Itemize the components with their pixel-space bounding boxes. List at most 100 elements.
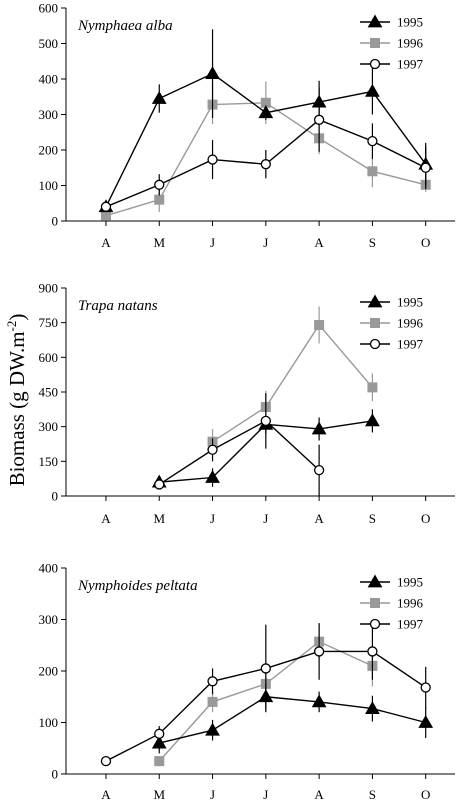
data-point — [154, 194, 165, 205]
series-line — [159, 696, 426, 744]
x-tick-label: M — [153, 787, 165, 801]
x-tick-label: J — [210, 235, 215, 250]
data-point — [365, 701, 380, 714]
legend-label: 1997 — [397, 617, 424, 632]
data-point — [313, 464, 325, 476]
series-1995 — [151, 683, 434, 754]
legend-entry-1996: 1996 — [360, 596, 424, 611]
legend-label: 1995 — [397, 575, 423, 590]
y-tick-label: 150 — [39, 454, 59, 469]
y-axis-label: Biomass (g DW.m-2) — [4, 314, 29, 487]
data-point — [207, 444, 218, 455]
x-tick-label: A — [101, 235, 111, 250]
y-tick-label: 100 — [39, 715, 59, 730]
x-tick-label: O — [421, 235, 430, 250]
x-tick-label: S — [369, 235, 376, 250]
data-point — [151, 91, 167, 104]
data-point — [260, 415, 271, 427]
panel-title: Nymphaea alba — [77, 18, 173, 34]
y-tick-label: 450 — [39, 385, 59, 400]
legend-label: 1996 — [397, 316, 424, 331]
panel-title: Nymphoides peltata — [77, 578, 198, 594]
data-point — [313, 646, 325, 657]
data-point — [418, 714, 434, 728]
x-tick-label: S — [369, 787, 376, 801]
data-point — [205, 722, 220, 736]
y-tick-label: 600 — [39, 1, 59, 16]
y-tick-label: 300 — [39, 107, 59, 122]
legend-label: 1996 — [397, 596, 424, 611]
x-tick-label: M — [153, 235, 165, 250]
data-point — [100, 755, 112, 767]
data-point — [311, 694, 327, 708]
data-point — [207, 676, 218, 687]
y-tick-label: 300 — [39, 419, 59, 434]
data-point — [367, 166, 378, 177]
legend-marker — [367, 574, 383, 588]
legend-marker — [370, 38, 380, 48]
data-point — [314, 319, 325, 330]
data-point — [367, 135, 378, 147]
data-point — [258, 105, 274, 119]
x-tick-label: J — [263, 787, 268, 801]
data-point — [154, 756, 165, 767]
legend-label: 1996 — [397, 36, 424, 51]
x-tick-label: J — [210, 787, 215, 801]
y-tick-label: 900 — [39, 281, 59, 296]
data-point — [260, 159, 271, 170]
data-point — [154, 179, 165, 190]
x-tick-label: J — [210, 511, 215, 526]
x-tick-label: J — [263, 511, 268, 526]
legend-entry-1997: 1997 — [360, 617, 424, 632]
data-point — [420, 682, 431, 693]
data-point — [100, 210, 111, 221]
legend-label: 1997 — [397, 57, 424, 72]
data-point — [311, 421, 327, 435]
data-point — [420, 162, 431, 173]
legend-label: 1997 — [397, 337, 424, 352]
data-point — [154, 479, 165, 490]
chart-panel-1: 0 100 200 300 400 500 600 A M J J A S O Nymphaea alba 1… — [39, 1, 455, 250]
data-point — [260, 97, 271, 108]
legend-entry-1995: 1995 — [360, 574, 423, 590]
x-tick-label: O — [421, 787, 430, 801]
y-tick-label: 0 — [52, 214, 59, 229]
y-tick-label: 200 — [39, 143, 59, 158]
data-point — [313, 114, 325, 125]
y-tick-label: 500 — [39, 36, 59, 51]
x-tick-label: J — [263, 235, 268, 250]
y-tick-label: 400 — [39, 561, 59, 576]
data-point — [100, 201, 112, 212]
data-point — [367, 646, 378, 657]
series-1996 — [207, 306, 378, 455]
data-point — [154, 728, 165, 739]
y-tick-label: 750 — [39, 315, 59, 330]
y-tick-label: 400 — [39, 72, 59, 87]
legend-label: 1995 — [397, 15, 423, 30]
x-tick-label: A — [101, 511, 111, 526]
panel-title: Trapa natans — [78, 298, 158, 314]
x-tick-label: A — [314, 235, 324, 250]
x-tick-label: A — [101, 787, 111, 801]
data-point — [207, 154, 218, 165]
legend-entry-1996: 1996 — [360, 316, 424, 331]
y-tick-label: 0 — [52, 489, 59, 504]
y-tick-label: 0 — [52, 767, 59, 782]
data-point — [207, 696, 218, 707]
legend-entry-1997: 1997 — [360, 337, 424, 352]
legend-marker — [369, 618, 381, 630]
legend-marker — [369, 338, 381, 350]
x-tick-label: A — [314, 787, 324, 801]
series-line — [212, 323, 373, 443]
x-tick-label: S — [369, 511, 376, 526]
series-1997 — [154, 393, 325, 496]
series-line — [158, 420, 320, 486]
data-point — [365, 413, 380, 427]
data-point — [205, 66, 220, 80]
y-tick-label: 200 — [39, 664, 59, 679]
legend-marker — [370, 598, 380, 608]
x-tick-label: O — [421, 511, 430, 526]
data-point — [365, 83, 380, 97]
legend-marker — [370, 318, 380, 328]
